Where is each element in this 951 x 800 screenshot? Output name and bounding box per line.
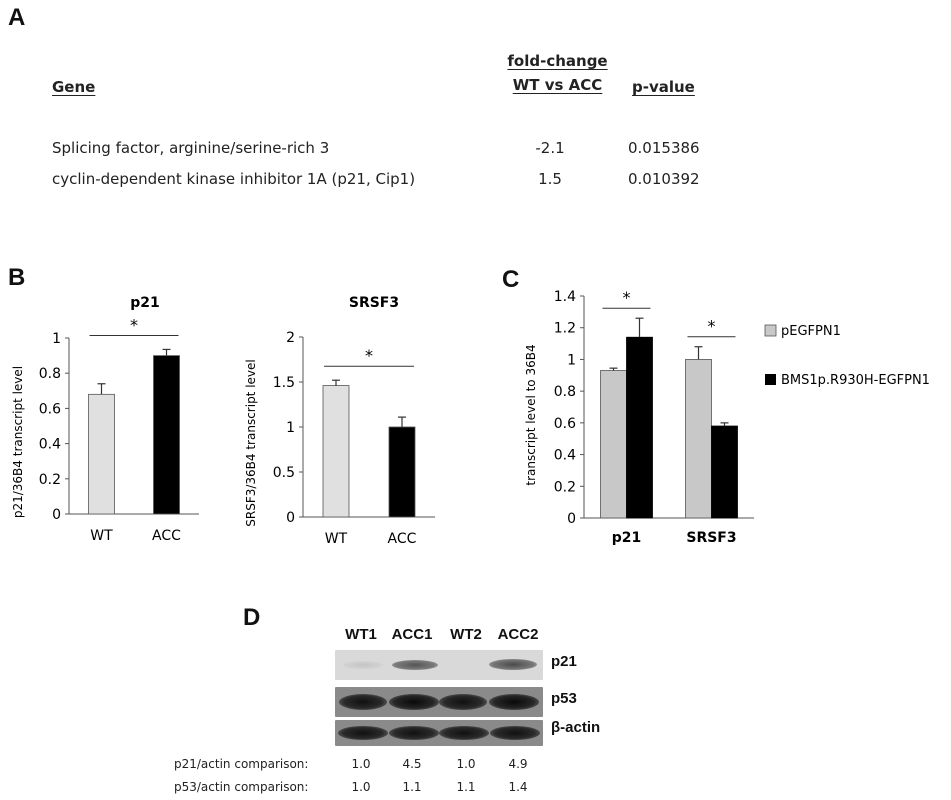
chart-b-p21-xtick-label-acc: ACC	[152, 528, 181, 544]
table-row-2-gene: cyclin-dependent kinase inhibitor 1A (p2…	[52, 170, 416, 188]
band-actin-wt1	[338, 726, 388, 740]
chart-b-srsf3-xtick-label-wt: WT	[325, 531, 348, 547]
chart-b-p21-title: p21	[130, 295, 160, 311]
chart-b-srsf3-bar-wt	[322, 385, 350, 518]
legend-swatch-pegfpn1	[764, 324, 777, 337]
lane-label-acc2: ACC2	[497, 626, 539, 643]
comparison-label-p21: p21/actin comparison:	[174, 757, 309, 771]
chart-b-p21-xtick-label-wt: WT	[90, 528, 113, 544]
chart-b-p21-ytick-label-2: 0.4	[39, 437, 61, 453]
band-actin-acc1	[389, 726, 439, 740]
chart-c-ylabel: transcript level to 36B4	[524, 344, 538, 485]
p-value-header: p-value	[632, 78, 695, 96]
chart-c: transcript level to 36B4 0 0.2 0.4 0.6 0.8 1 1…	[524, 288, 930, 546]
band-actin-wt2	[439, 726, 489, 740]
chart-b-srsf3-ytick-label-1: 0.5	[273, 465, 295, 481]
chart-b-p21: p21 p21/36B4 transcript level 0 0.2 0.4 0.6…	[11, 295, 199, 544]
band-p53-wt1	[339, 694, 387, 710]
chart-b-p21-bar-acc	[153, 355, 180, 515]
blot-strip-p53	[335, 687, 543, 717]
chart-b-p21-ytick-label-0: 0	[52, 507, 61, 523]
comparison-p21-acc2: 4.9	[508, 757, 528, 771]
lane-label-acc1: ACC1	[391, 626, 433, 643]
chart-c-ytick-label-3: 0.6	[554, 416, 576, 432]
comparison-p21-wt1: 1.0	[351, 757, 371, 771]
table-row-1-pvalue: 0.015386	[628, 139, 700, 157]
chart-c-ytick-label-2: 0.4	[554, 448, 576, 464]
comparison-p21-wt2: 1.0	[456, 757, 476, 771]
chart-c-ytick-label-7: 1.4	[554, 289, 576, 305]
table-row-2-fold: 1.5	[538, 170, 562, 188]
table-row-2-pvalue: 0.010392	[628, 170, 700, 188]
chart-c-ytick-label-4: 0.8	[554, 384, 576, 400]
comparison-p21-acc1: 4.5	[402, 757, 422, 771]
chart-b-srsf3-ytick-label-0: 0	[286, 510, 295, 526]
chart-c-ytick-label-5: 1	[567, 352, 576, 368]
chart-b-srsf3-ylabel: SRSF3/36B4 transcript level	[244, 359, 258, 527]
lane-label-wt2: WT2	[450, 626, 482, 643]
band-p21-wt1	[343, 661, 383, 669]
chart-b-p21-ytick-label-1: 0.2	[39, 472, 61, 488]
chart-c-bar-p21-bms1p	[626, 336, 653, 519]
chart-c-ytick-label-0: 0	[567, 511, 576, 527]
chart-c-significance-star-p21: *	[623, 288, 631, 307]
chart-b-srsf3-significance-star: *	[365, 346, 373, 365]
chart-c-bar-srsf3-pegfpn1	[685, 359, 712, 519]
gene-column-header: Gene	[52, 78, 96, 96]
chart-b-srsf3-xtick-label-acc: ACC	[388, 531, 417, 547]
band-p21-acc1	[392, 660, 438, 670]
chart-c-ytick-label-1: 0.2	[554, 479, 576, 495]
blot-strip-actin	[335, 720, 543, 746]
lane-label-wt1: WT1	[345, 626, 377, 643]
legend-label-pegfpn1: pEGFPN1	[781, 324, 841, 339]
fold-change-header-line1: fold-change	[507, 52, 608, 70]
legend-swatch-bms1p	[765, 374, 776, 385]
chart-b-p21-ytick-label-3: 0.6	[39, 401, 61, 417]
blot-strip-p21	[335, 650, 543, 680]
band-p53-acc1	[389, 694, 439, 710]
chart-c-xtick-label-p21: p21	[612, 530, 642, 546]
panel-label-d: D	[243, 604, 261, 631]
chart-b-srsf3-bar-acc	[388, 426, 416, 518]
chart-b-p21-ytick-label-5: 1	[52, 331, 61, 347]
chart-b-p21-ytick-label-4: 0.8	[39, 366, 61, 382]
comparison-p53-acc2: 1.4	[508, 780, 528, 794]
panel-label-c: C	[502, 266, 520, 293]
chart-b-srsf3-ytick-label-2: 1	[286, 420, 295, 436]
panel-label-b: B	[8, 264, 26, 291]
chart-b-p21-ylabel: p21/36B4 transcript level	[11, 366, 25, 518]
band-p21-acc2	[489, 659, 537, 670]
fold-change-header-line2: WT vs ACC	[512, 76, 603, 94]
blot-label-p53: p53	[551, 690, 577, 707]
table-row-1-gene: Splicing factor, arginine/serine-rich 3	[52, 139, 330, 157]
blot-label-actin: β-actin	[551, 719, 601, 736]
chart-c-bar-srsf3-bms1p	[711, 425, 738, 519]
chart-c-bar-p21-pegfpn1	[600, 370, 627, 519]
chart-b-srsf3: SRSF3 SRSF3/36B4 transcript level 0 0.5 1 1…	[244, 295, 435, 547]
chart-c-xtick-label-srsf3: SRSF3	[686, 530, 736, 546]
chart-b-p21-significance-star: *	[130, 315, 138, 334]
chart-c-ytick-label-6: 1.2	[554, 321, 576, 337]
comparison-p53-acc1: 1.1	[402, 780, 422, 794]
band-p53-acc2	[489, 694, 539, 710]
chart-b-srsf3-ytick-label-4: 2	[286, 330, 295, 346]
chart-b-srsf3-title: SRSF3	[349, 295, 399, 311]
comparison-p53-wt2: 1.1	[456, 780, 476, 794]
band-actin-acc2	[490, 726, 540, 740]
comparison-p53-wt1: 1.0	[351, 780, 371, 794]
legend-label-bms1p: BMS1p.R930H-EGFPN1	[781, 373, 930, 388]
blot-label-p21: p21	[551, 653, 577, 670]
panel-label-a: A	[8, 4, 26, 31]
comparison-label-p53: p53/actin comparison:	[174, 780, 309, 794]
chart-c-significance-star-srsf3: *	[708, 317, 716, 336]
chart-b-srsf3-ytick-label-3: 1.5	[273, 375, 295, 391]
band-p53-wt2	[439, 694, 487, 710]
chart-b-p21-bar-wt	[88, 393, 115, 515]
table-row-1-fold: -2.1	[535, 139, 565, 157]
